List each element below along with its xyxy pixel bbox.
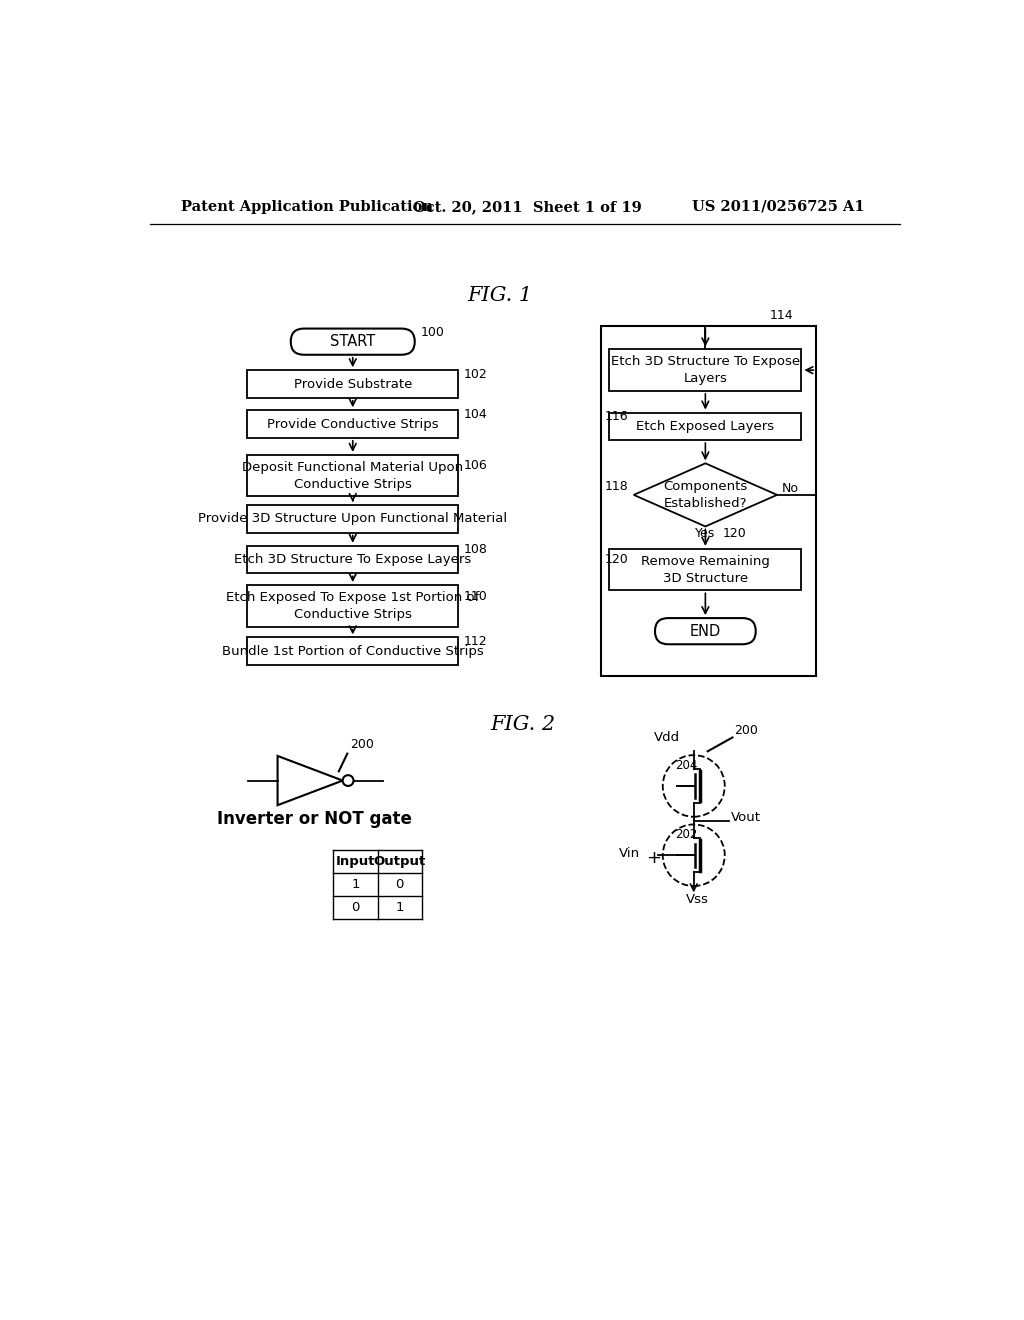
Text: 110: 110 bbox=[464, 590, 487, 603]
Text: Etch 3D Structure To Expose
Layers: Etch 3D Structure To Expose Layers bbox=[610, 355, 800, 385]
FancyBboxPatch shape bbox=[248, 506, 458, 533]
Text: 102: 102 bbox=[464, 368, 487, 381]
Text: Remove Remaining
3D Structure: Remove Remaining 3D Structure bbox=[641, 554, 770, 585]
Text: START: START bbox=[330, 334, 376, 350]
Text: 100: 100 bbox=[420, 326, 444, 338]
Text: Vin: Vin bbox=[620, 847, 640, 859]
Text: 200: 200 bbox=[734, 725, 758, 738]
Text: Vss: Vss bbox=[686, 894, 709, 906]
Text: 120: 120 bbox=[604, 553, 629, 566]
Text: Etch Exposed Layers: Etch Exposed Layers bbox=[636, 420, 774, 433]
Text: 0: 0 bbox=[395, 878, 403, 891]
Text: 1: 1 bbox=[351, 878, 359, 891]
Text: 204: 204 bbox=[675, 759, 697, 772]
Text: 106: 106 bbox=[464, 459, 487, 473]
Text: FIG. 1: FIG. 1 bbox=[467, 286, 532, 305]
Text: 0: 0 bbox=[351, 902, 359, 915]
Text: Provide Substrate: Provide Substrate bbox=[294, 378, 412, 391]
Text: 1: 1 bbox=[395, 902, 403, 915]
Text: FIG. 2: FIG. 2 bbox=[490, 715, 556, 734]
Text: Provide Conductive Strips: Provide Conductive Strips bbox=[267, 417, 438, 430]
Text: 200: 200 bbox=[350, 738, 375, 751]
FancyBboxPatch shape bbox=[609, 412, 802, 441]
Text: 108: 108 bbox=[464, 544, 487, 557]
Text: 114: 114 bbox=[770, 309, 794, 322]
Text: Yes: Yes bbox=[694, 527, 715, 540]
Text: Etch Exposed To Expose 1st Portion of
Conductive Strips: Etch Exposed To Expose 1st Portion of Co… bbox=[226, 591, 479, 620]
FancyBboxPatch shape bbox=[609, 549, 802, 590]
Text: Etch 3D Structure To Expose Layers: Etch 3D Structure To Expose Layers bbox=[234, 553, 471, 566]
Text: US 2011/0256725 A1: US 2011/0256725 A1 bbox=[692, 199, 865, 214]
FancyBboxPatch shape bbox=[248, 545, 458, 573]
Text: Output: Output bbox=[374, 855, 426, 869]
Text: END: END bbox=[690, 623, 721, 639]
Text: 112: 112 bbox=[464, 635, 487, 648]
Text: 202: 202 bbox=[675, 829, 697, 841]
Text: Vdd: Vdd bbox=[653, 731, 680, 744]
FancyBboxPatch shape bbox=[291, 329, 415, 355]
Text: Provide 3D Structure Upon Functional Material: Provide 3D Structure Upon Functional Mat… bbox=[199, 512, 507, 525]
FancyBboxPatch shape bbox=[248, 455, 458, 496]
Text: 120: 120 bbox=[722, 527, 746, 540]
FancyBboxPatch shape bbox=[248, 411, 458, 438]
Text: 116: 116 bbox=[604, 411, 629, 424]
FancyBboxPatch shape bbox=[609, 350, 802, 391]
Polygon shape bbox=[634, 463, 777, 527]
Text: 118: 118 bbox=[604, 480, 629, 494]
Text: Vout: Vout bbox=[731, 810, 761, 824]
Text: 104: 104 bbox=[464, 408, 487, 421]
FancyBboxPatch shape bbox=[248, 370, 458, 397]
Text: Components
Established?: Components Established? bbox=[664, 480, 748, 510]
Text: Input: Input bbox=[336, 855, 375, 869]
Text: +: + bbox=[646, 849, 660, 867]
Text: Inverter or NOT gate: Inverter or NOT gate bbox=[216, 810, 412, 828]
Text: Bundle 1st Portion of Conductive Strips: Bundle 1st Portion of Conductive Strips bbox=[222, 644, 483, 657]
FancyBboxPatch shape bbox=[655, 618, 756, 644]
FancyBboxPatch shape bbox=[248, 585, 458, 627]
Text: No: No bbox=[781, 482, 799, 495]
Text: Oct. 20, 2011  Sheet 1 of 19: Oct. 20, 2011 Sheet 1 of 19 bbox=[414, 199, 642, 214]
Text: Patent Application Publication: Patent Application Publication bbox=[180, 199, 433, 214]
FancyBboxPatch shape bbox=[248, 638, 458, 665]
Text: Deposit Functional Material Upon
Conductive Strips: Deposit Functional Material Upon Conduct… bbox=[243, 461, 463, 491]
